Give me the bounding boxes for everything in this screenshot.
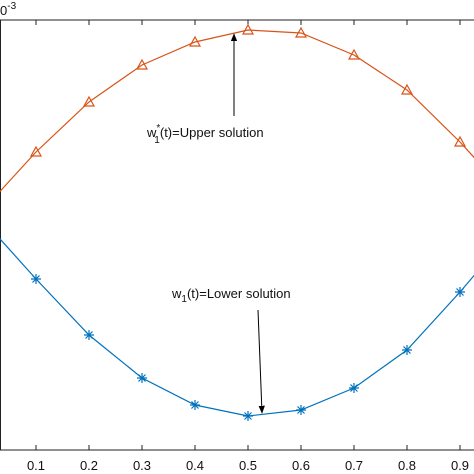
data-marker — [455, 287, 465, 297]
x-tick-label: 0.2 — [80, 458, 98, 473]
data-marker — [82, 95, 96, 107]
x-tick-label: 0.7 — [345, 458, 363, 473]
exponent-base: 0 — [0, 3, 7, 18]
data-marker — [31, 274, 41, 284]
annotation-rest: (t)=Lower solution — [187, 286, 291, 301]
data-marker — [188, 35, 202, 47]
x-tick-label: 0.3 — [133, 458, 151, 473]
annotation: w* 1(t)=Upper solution — [146, 123, 264, 146]
y-exponent: 0-3 — [0, 1, 17, 18]
data-marker — [29, 145, 43, 157]
series-line — [0, 29, 474, 193]
annotation-sub: 1 — [181, 294, 187, 305]
exponent-power: -3 — [7, 1, 16, 12]
data-marker — [243, 411, 253, 421]
data-marker — [453, 135, 467, 147]
data-marker — [349, 383, 359, 393]
data-marker — [84, 330, 94, 340]
x-tick-label: 0.9 — [451, 458, 469, 473]
data-marker — [135, 58, 149, 70]
annotation-base: w — [146, 125, 157, 140]
data-marker — [347, 48, 361, 60]
series-line — [0, 238, 474, 417]
data-marker — [294, 26, 308, 38]
data-marker — [402, 345, 412, 355]
data-marker — [241, 23, 255, 35]
x-tick-label: 0.8 — [398, 458, 416, 473]
annotation-arrow — [257, 309, 265, 414]
x-tick-label: 0.6 — [292, 458, 310, 473]
annotation-sub: 1 — [154, 135, 160, 146]
plot-area — [0, 23, 474, 421]
annotation-sup: * — [156, 123, 160, 134]
annotation-base: w — [171, 286, 182, 301]
x-tick-label: 0.4 — [186, 458, 204, 473]
x-tick-label: 0.5 — [239, 458, 257, 473]
data-marker — [400, 83, 414, 95]
data-marker — [137, 373, 147, 383]
data-marker — [190, 400, 200, 410]
annotation: w1(t)=Lower solution — [171, 286, 291, 305]
x-tick-label: 0.1 — [27, 458, 45, 473]
data-marker — [296, 405, 306, 415]
annotation-rest: (t)=Upper solution — [160, 125, 264, 140]
